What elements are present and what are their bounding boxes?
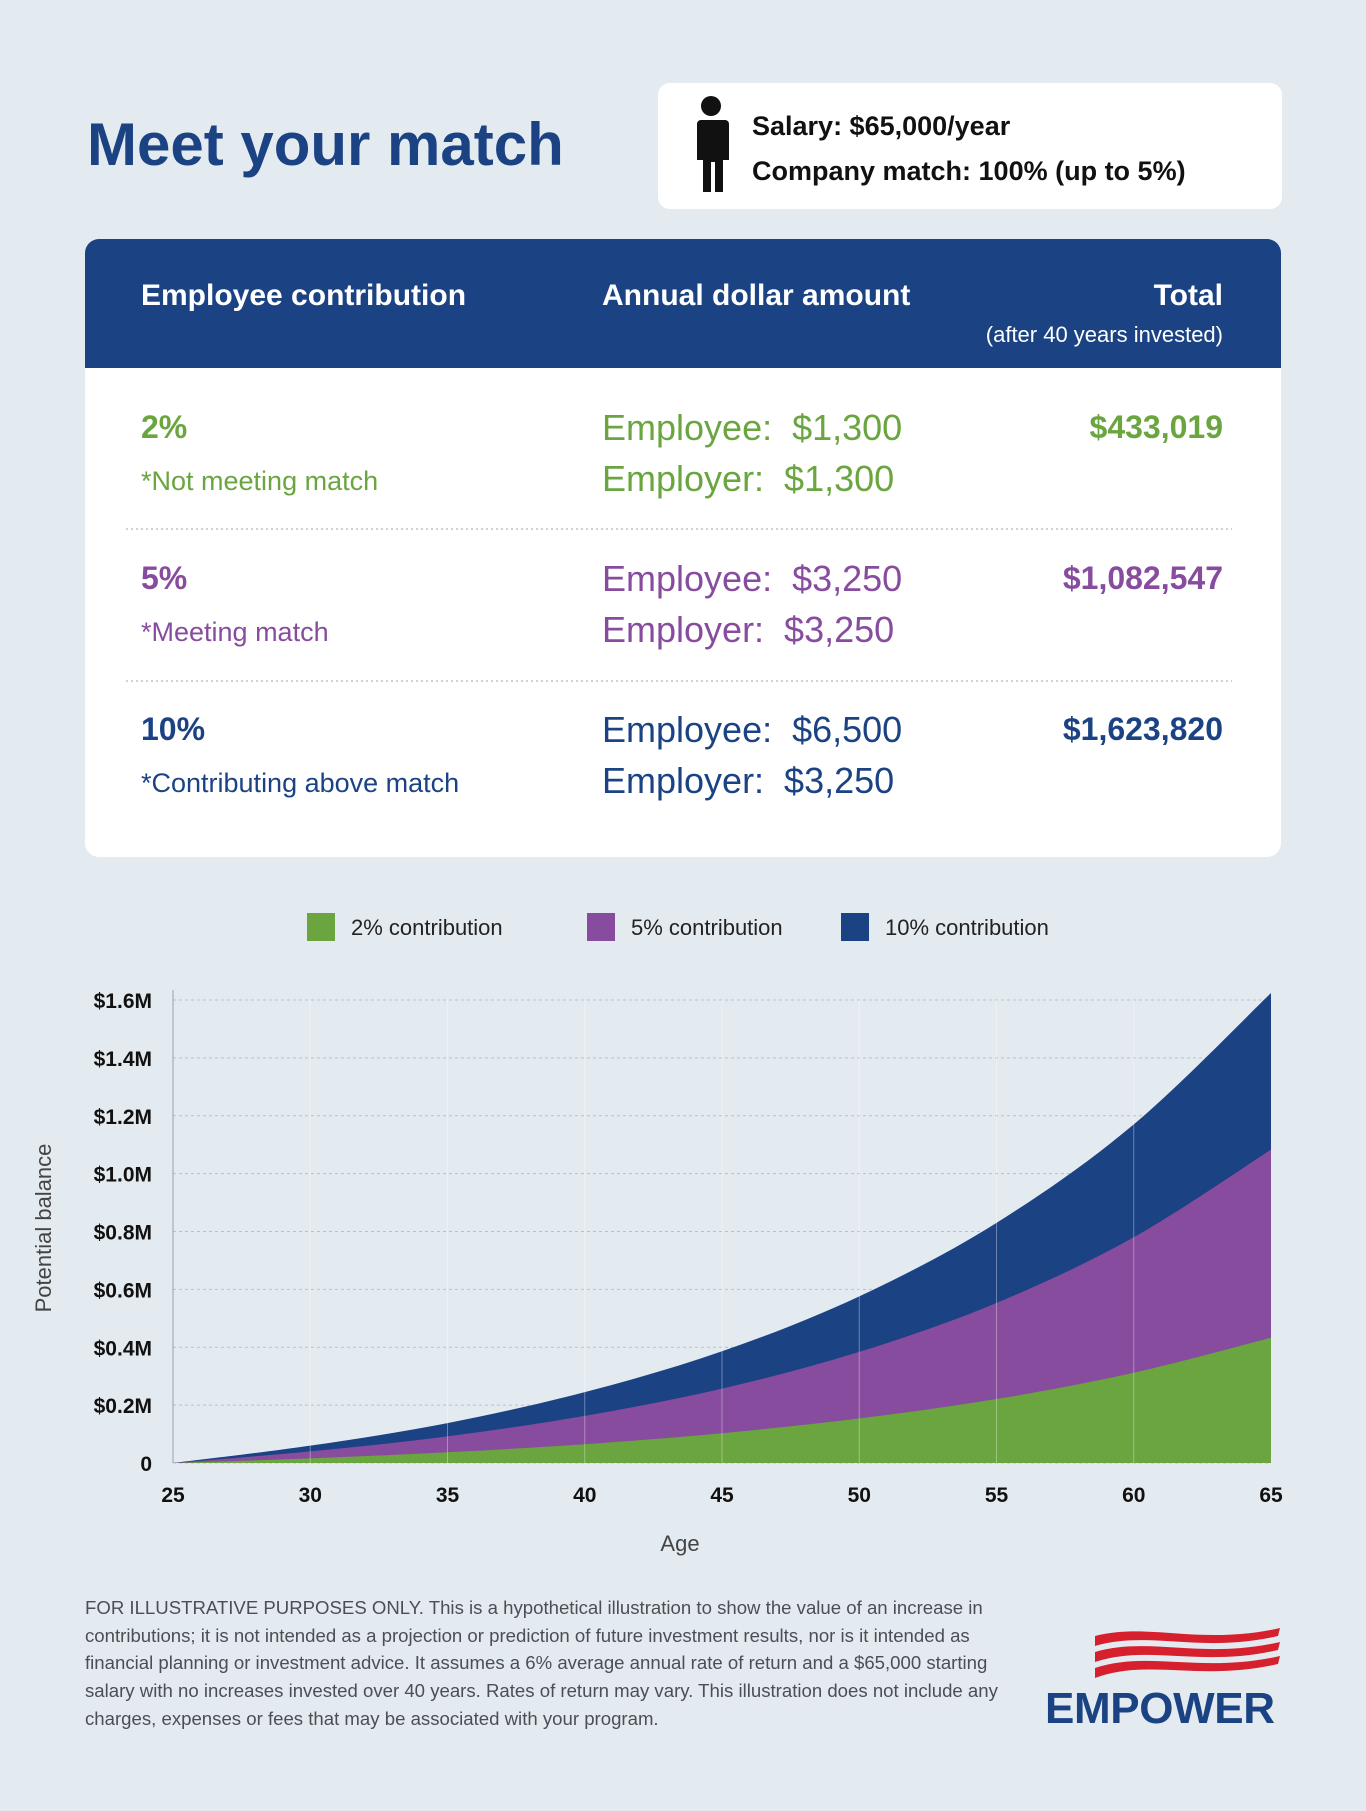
y-tick-label: $0.8M bbox=[94, 1222, 152, 1245]
person-icon bbox=[697, 96, 729, 192]
x-tick-label: 40 bbox=[573, 1484, 596, 1507]
legend-label: 2% contribution bbox=[351, 915, 503, 940]
row-percent: 10% bbox=[141, 711, 205, 747]
legend-swatch bbox=[587, 913, 615, 941]
x-tick-label: 55 bbox=[985, 1484, 1009, 1507]
table-rows: 2% *Not meeting match Employee: $1,300 Empl… bbox=[141, 407, 1223, 801]
row-note: *Contributing above match bbox=[141, 768, 459, 798]
x-tick-label: 30 bbox=[299, 1484, 322, 1507]
y-tick-label: $1.4M bbox=[94, 1048, 152, 1071]
page-title: Meet your match bbox=[87, 111, 564, 178]
legend-swatch bbox=[307, 913, 335, 941]
company-match: Company match: 100% (up to 5%) bbox=[752, 156, 1186, 186]
y-tick-label: $0.4M bbox=[94, 1337, 152, 1360]
row-note: *Not meeting match bbox=[141, 466, 378, 496]
table-card bbox=[85, 239, 1281, 857]
row-total: $1,082,547 bbox=[1063, 560, 1223, 596]
y-tick-label: $0.2M bbox=[94, 1395, 152, 1418]
employee-amount: Employee: $1,300 bbox=[602, 407, 902, 448]
salary: Salary: $65,000/year bbox=[752, 111, 1011, 141]
logo: EMPOWER bbox=[1045, 1628, 1280, 1733]
x-tick-label: 35 bbox=[436, 1484, 460, 1507]
y-tick-label: $0.6M bbox=[94, 1279, 152, 1302]
logo-text: EMPOWER bbox=[1045, 1684, 1275, 1733]
employee-amount: Employee: $3,250 bbox=[602, 558, 902, 599]
employee-amount: Employee: $6,500 bbox=[602, 709, 902, 750]
logo-stripe bbox=[1095, 1656, 1280, 1678]
table-header bbox=[85, 239, 1281, 368]
row-total: $433,019 bbox=[1090, 409, 1223, 445]
y-tick-label: 0 bbox=[140, 1453, 152, 1476]
area bbox=[173, 1337, 1271, 1463]
x-tick-label: 45 bbox=[710, 1484, 734, 1507]
x-tick-label: 65 bbox=[1259, 1484, 1283, 1507]
total-note: (after 40 years invested) bbox=[986, 322, 1223, 347]
y-tick-label: $1.0M bbox=[94, 1164, 152, 1187]
x-axis-title: Age bbox=[660, 1531, 699, 1556]
y-tick-label: $1.2M bbox=[94, 1106, 152, 1129]
employer-amount: Employer: $1,300 bbox=[602, 458, 894, 499]
row-note: *Meeting match bbox=[141, 617, 329, 647]
row-percent: 5% bbox=[141, 560, 187, 596]
legend-swatch bbox=[841, 913, 869, 941]
disclaimer: FOR ILLUSTRATIVE PURPOSES ONLY. This is … bbox=[85, 1597, 998, 1729]
legend-label: 10% contribution bbox=[885, 915, 1049, 940]
column-header: Total bbox=[1154, 279, 1223, 312]
x-tick-label: 60 bbox=[1122, 1484, 1145, 1507]
column-header: Annual dollar amount bbox=[602, 279, 910, 312]
employer-amount: Employer: $3,250 bbox=[602, 760, 894, 801]
x-tick-label: 50 bbox=[848, 1484, 871, 1507]
legend-label: 5% contribution bbox=[631, 915, 783, 940]
column-header: Employee contribution bbox=[141, 279, 466, 312]
employer-amount: Employer: $3,250 bbox=[602, 609, 894, 650]
logo-stripe bbox=[1095, 1628, 1280, 1646]
y-axis-title: Potential balance bbox=[31, 1144, 56, 1313]
y-tick-label: $1.6M bbox=[94, 990, 152, 1013]
area bbox=[173, 1149, 1271, 1463]
profile-box bbox=[658, 83, 1282, 209]
x-tick-label: 25 bbox=[161, 1484, 185, 1507]
row-percent: 2% bbox=[141, 409, 187, 445]
row-total: $1,623,820 bbox=[1063, 711, 1223, 747]
logo-stripe bbox=[1095, 1642, 1280, 1662]
